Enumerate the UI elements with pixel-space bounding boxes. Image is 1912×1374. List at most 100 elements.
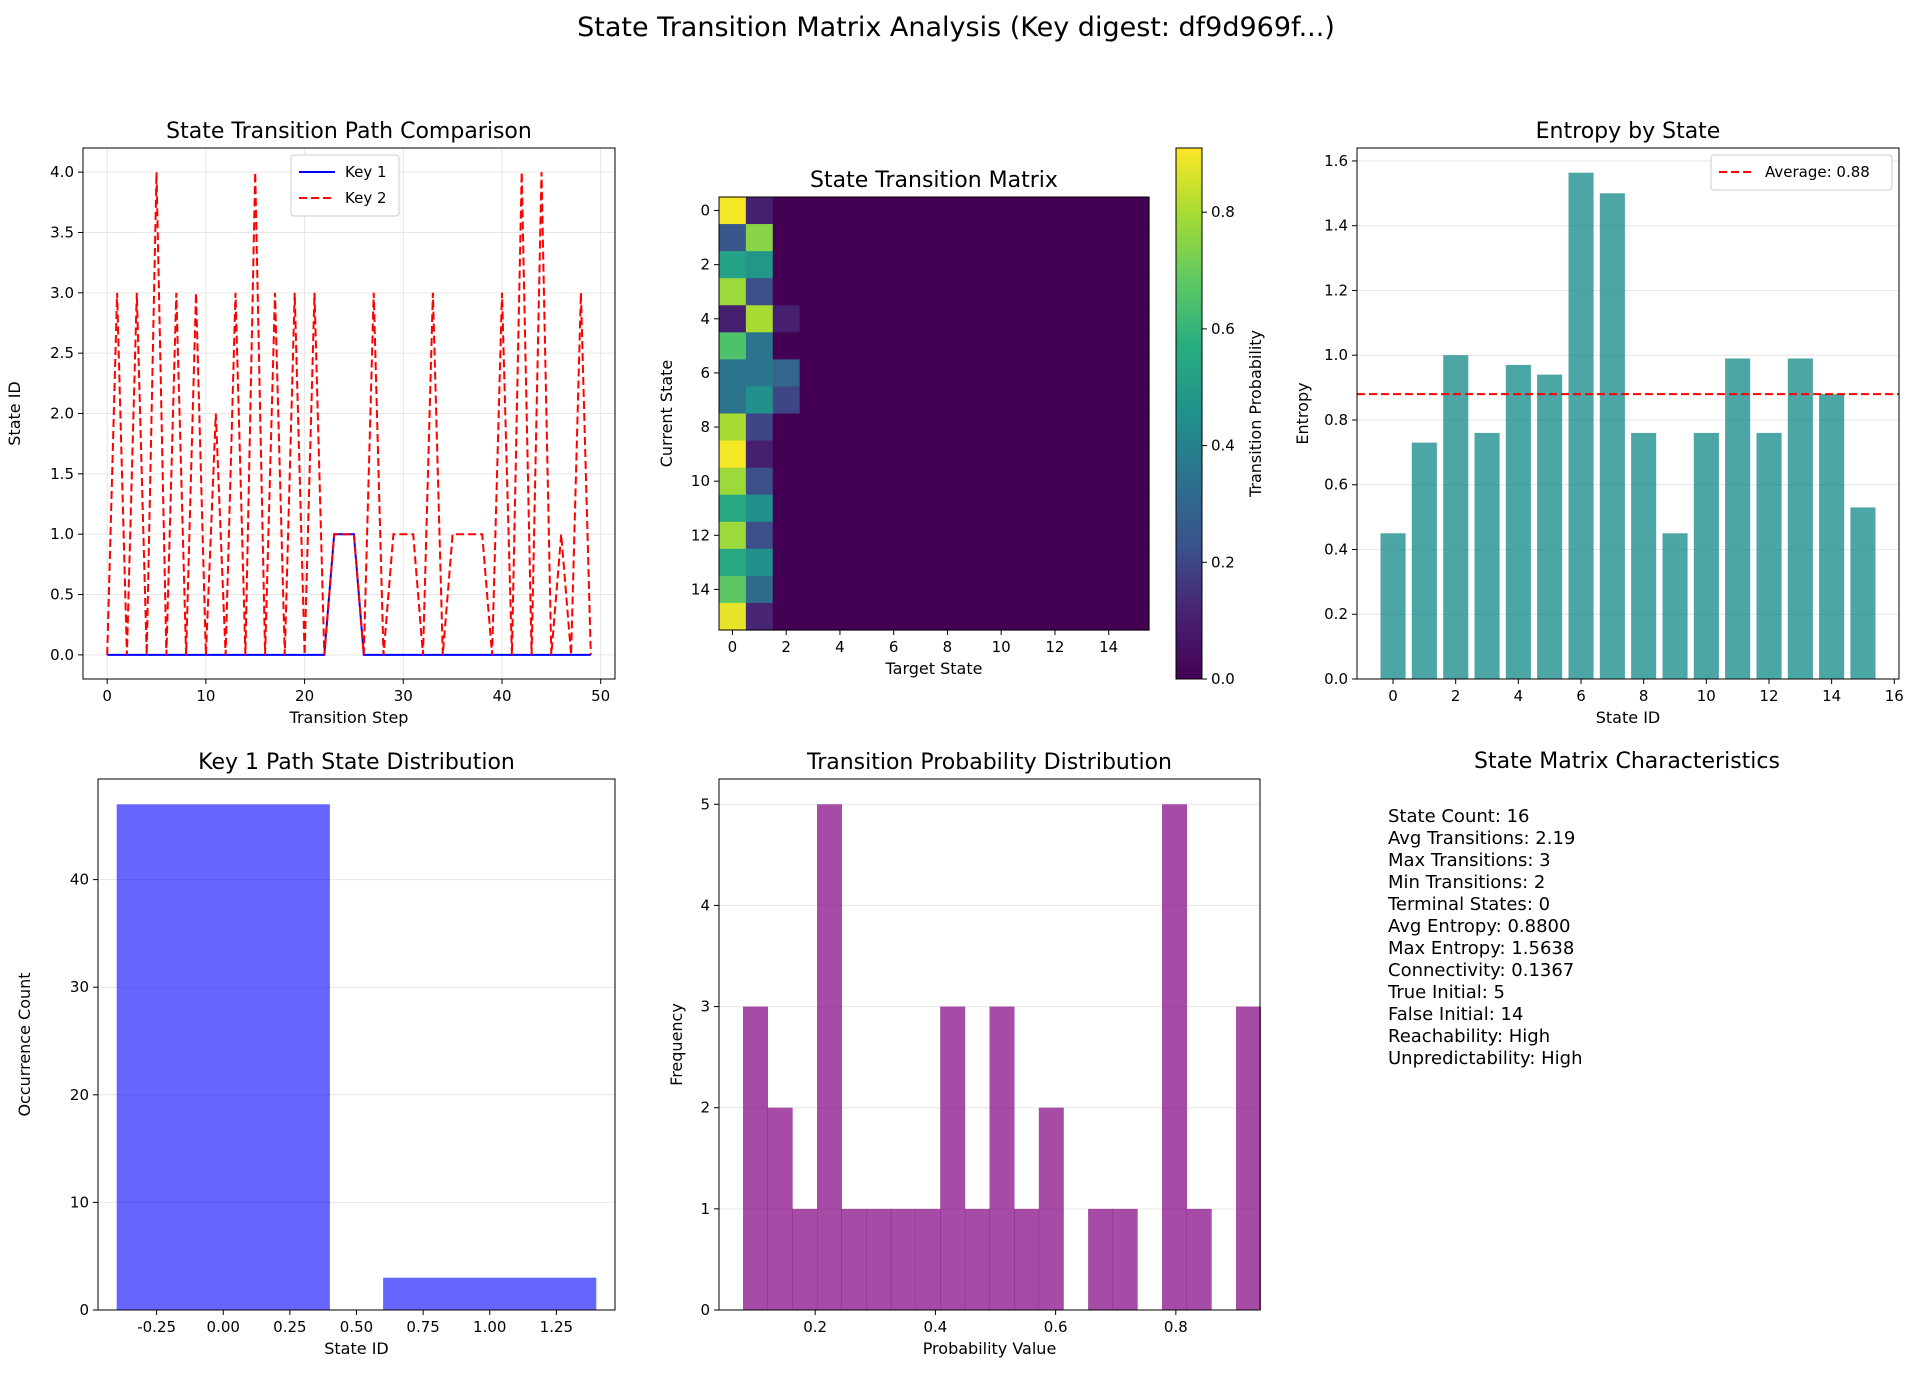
legend-box [290, 154, 400, 217]
stats-line: Max Transitions: 3 [1388, 850, 1551, 871]
axes-border [1356, 147, 1900, 680]
axes-frame: 0 10 20 30 40 50 0.0 0.5 1.0 1.5 2.0 2.5 3.0 3.5 4.0 Tr… [5, 119, 616, 727]
heatmap-cell [853, 197, 881, 225]
heatmap-cell [1122, 332, 1150, 360]
heatmap-cell [799, 413, 828, 442]
entropy-bar [1850, 507, 1876, 679]
x-axis-label: Target State [885, 659, 983, 678]
x-tick-label: 0.4 [923, 1318, 947, 1336]
heatmap-cell [1095, 251, 1123, 279]
entropy-bar [1474, 432, 1500, 679]
histogram-bar [1162, 804, 1187, 1310]
legend-label: Average: 0.88 [1765, 163, 1870, 181]
heatmap-cell [934, 602, 962, 631]
y-tick-label: 3.0 [50, 284, 74, 302]
heatmap-cell [960, 386, 989, 415]
heatmap-cell [934, 224, 962, 252]
heatmap-cell [907, 386, 935, 415]
x-tick-label: 4 [1514, 687, 1524, 705]
heatmap-cell [1014, 197, 1043, 225]
heatmap-cell [719, 251, 747, 279]
entropy-bar [1411, 442, 1437, 679]
heatmap-cell [1068, 467, 1096, 496]
chart-title: Entropy by State [1536, 119, 1721, 144]
x-tick-label: 6 [889, 638, 899, 656]
heatmap-cell [907, 305, 935, 333]
histogram-bar [915, 1208, 941, 1310]
heatmap-cell [719, 197, 747, 225]
x-tick-label: 14 [1099, 638, 1118, 656]
heatmap-cell [987, 305, 1016, 333]
heatmap-cell [826, 413, 854, 442]
heatmap-cell [934, 332, 962, 360]
heatmap-cell [745, 494, 774, 523]
heatmap-cell [880, 332, 908, 360]
stats-line: Terminal States: 0 [1387, 894, 1550, 915]
heatmap-cell [987, 602, 1016, 631]
heatmap-cell [1122, 575, 1150, 604]
y-tick-label: 5 [700, 795, 710, 813]
heatmap-cell [880, 548, 908, 577]
heatmap-cell [1068, 602, 1096, 631]
heatmap-cell [987, 332, 1016, 360]
heatmap-cell [745, 305, 774, 333]
heatmap-cell [1068, 278, 1096, 306]
heatmap-cell [853, 440, 881, 469]
heatmap-cell [826, 548, 854, 577]
heatmap-cell [987, 467, 1016, 496]
heatmap-cell [745, 521, 774, 550]
stats-line: Avg Transitions: 2.19 [1388, 828, 1575, 849]
histogram-bar [1186, 1208, 1212, 1310]
heatmap-cell [826, 305, 854, 333]
plot-area [106, 172, 592, 656]
y-tick-label: 0.0 [50, 646, 74, 664]
heatmap-cell [960, 197, 989, 225]
heatmap-cell [1122, 413, 1150, 442]
heatmap-cell [934, 494, 962, 523]
heatmap-cell [826, 521, 854, 550]
series-line-key-2 [106, 172, 592, 655]
x-tick-label: 8 [943, 638, 953, 656]
heatmap-cell [1014, 602, 1043, 631]
heatmap-cell [745, 224, 774, 252]
heatmap-cell [826, 575, 854, 604]
heatmap-cell [1122, 521, 1150, 550]
y-tick-label: 0.0 [1324, 670, 1348, 688]
histogram-bar [792, 1208, 818, 1310]
heatmap-cell [934, 413, 962, 442]
x-tick-label: 8 [1639, 687, 1649, 705]
heatmap-cell [1014, 440, 1043, 469]
y-tick-label: 30 [70, 978, 89, 996]
heatmap-cell [987, 386, 1016, 415]
y-tick-label: 0.5 [50, 586, 74, 604]
heatmap-cell [799, 278, 828, 306]
histogram-bar [743, 1006, 768, 1310]
colorbar: 0.0 0.2 0.4 0.6 0.8 Transition Probability [1175, 147, 1265, 688]
y-tick-label: 0 [700, 1301, 710, 1319]
y-tick-label: 0 [79, 1301, 89, 1319]
x-tick-label: -0.25 [137, 1318, 176, 1336]
heatmap-cell [799, 494, 828, 523]
heatmap-cell [987, 413, 1016, 442]
heatmap-cell [799, 575, 828, 604]
legend: Key 1 Key 2 [290, 154, 400, 217]
heatmap-cell [880, 602, 908, 631]
heatmap-cell [880, 305, 908, 333]
heatmap-cell [853, 548, 881, 577]
heatmap-cell [907, 467, 935, 496]
heatmap-cell [1041, 251, 1069, 279]
entropy-bar [1505, 364, 1531, 679]
heatmap-cell [1014, 575, 1043, 604]
y-tick-label: 4.0 [50, 163, 74, 181]
heatmap-cell [987, 359, 1016, 388]
grid [1357, 160, 1899, 680]
heatmap-cell [907, 548, 935, 577]
histogram-bar [841, 1208, 867, 1310]
heatmap-cell [799, 224, 828, 252]
heatmap-cell [987, 548, 1016, 577]
stats-line: Max Entropy: 1.5638 [1388, 938, 1574, 959]
heatmap-cell [907, 440, 935, 469]
heatmap-cell [960, 494, 989, 523]
entropy-bar [1443, 355, 1469, 679]
histogram-bar [1236, 1006, 1261, 1310]
